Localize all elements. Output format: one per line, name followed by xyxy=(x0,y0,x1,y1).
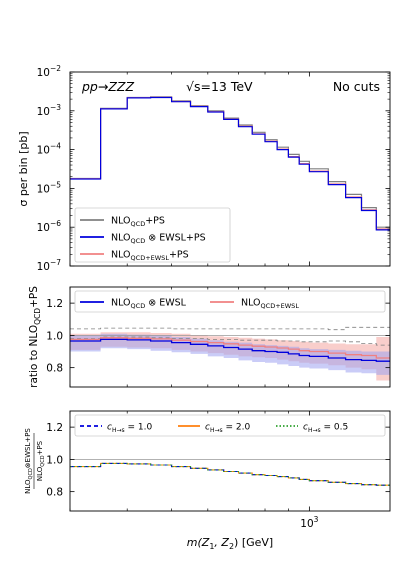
top-y-tick-label: 10−3 xyxy=(37,103,62,118)
top-panel: 10−710−610−510−410−310−2 σ per bin [pb] … xyxy=(17,64,391,273)
bottom-panel: 0.8 1.0 1.2 NLOQCD⊗EWSL+PS NLOQCD+PS cH→s … xyxy=(24,410,391,551)
top-panel-line-1 xyxy=(70,96,390,231)
cuts-annotation: No cuts xyxy=(333,79,380,94)
bottom-line-2 xyxy=(70,462,390,486)
x-axis-label: m(Z1, Z2) [GeV] xyxy=(187,536,273,551)
top-panel-y-ticks: 10−7 10−6 10−5 10−4 10−3 10−2 xyxy=(37,64,390,273)
ratio-scale-line-3 xyxy=(70,336,390,346)
top-y-tick-label: 10−4 xyxy=(37,142,62,157)
bottom-legend-label: cH→s = 1.0 xyxy=(107,423,152,435)
x-ticks: 103 xyxy=(69,411,319,530)
bottom-panel-legend: cH→s = 1.0 cH→s = 2.0 cH→s = 0.5 xyxy=(74,414,386,437)
ratio-band-ewsl-multiplicative xyxy=(70,333,390,375)
bottom-panel-frame xyxy=(69,410,391,512)
top-y-tick-label: 10−6 xyxy=(37,219,62,234)
ratio-panel: 0.8 1.0 1.2 ratio to NLOQCD+PS NLOQCD ⊗ EW… xyxy=(28,286,391,388)
ratio-y-tick-label: 1.0 xyxy=(46,330,63,342)
top-legend-label: NLOQCD+PS xyxy=(111,216,165,229)
bottom-legend-label: cH→s = 2.0 xyxy=(205,423,250,435)
ratio-legend-label: NLOQCD+EWSL xyxy=(241,298,299,311)
top-panel-legend: NLOQCD+PS NLOQCD ⊗ EWSL+PS NLOQCD+EWSL+PS xyxy=(74,207,231,263)
svg-text:NLOQCD⊗EWSL+PS: NLOQCD⊗EWSL+PS xyxy=(24,428,34,494)
ratio-panel-y-label: ratio to NLOQCD+PS xyxy=(28,286,42,388)
top-legend-label: NLOQCD+EWSL+PS xyxy=(111,250,189,263)
bottom-panel-series xyxy=(70,459,390,486)
ratio-panel-series xyxy=(70,326,390,381)
bottom-y-tick-label: 0.8 xyxy=(46,487,63,499)
ratio-y-tick-label: 1.2 xyxy=(46,298,63,310)
top-y-tick-label: 10−2 xyxy=(37,64,62,79)
top-y-tick-label: 10−5 xyxy=(37,180,62,195)
bottom-legend-box xyxy=(74,414,386,437)
bottom-panel-y-label: NLOQCD⊗EWSL+PS NLOQCD+PS xyxy=(24,428,46,494)
ratio-panel-frame xyxy=(69,286,391,388)
svg-text:NLOQCD+PS: NLOQCD+PS xyxy=(36,440,46,481)
ratio-line-0 xyxy=(70,338,390,362)
energy-annotation: √s=13 TeV xyxy=(186,79,253,94)
top-panel-frame xyxy=(69,71,391,267)
top-panel-series xyxy=(70,96,390,231)
bottom-legend-label: cH→s = 0.5 xyxy=(303,423,348,435)
top-y-tick-label: 10−7 xyxy=(37,258,62,273)
bottom-y-tick-label: 1.2 xyxy=(46,422,63,434)
bottom-panel-y-ticks: 0.8 1.0 1.2 xyxy=(46,422,390,499)
ratio-legend-label: NLOQCD ⊗ EWSL xyxy=(111,298,187,311)
ratio-panel-legend: NLOQCD ⊗ EWSL NLOQCD+EWSL xyxy=(74,290,386,313)
ratio-scale-line-2 xyxy=(70,326,390,331)
x-tick-label: 103 xyxy=(300,515,318,530)
top-panel-y-label: σ per bin [pb] xyxy=(17,131,30,206)
process-annotation: pp→ZZZ xyxy=(81,79,134,94)
top-legend-label: NLOQCD ⊗ EWSL+PS xyxy=(111,233,206,246)
ratio-line-1 xyxy=(70,337,390,359)
bottom-y-tick-label: 1.0 xyxy=(46,454,63,466)
ratio-y-tick-label: 0.8 xyxy=(46,363,63,375)
top-legend-box xyxy=(74,207,231,263)
ratio-panel-y-ticks: 0.8 1.0 1.2 xyxy=(46,287,390,387)
